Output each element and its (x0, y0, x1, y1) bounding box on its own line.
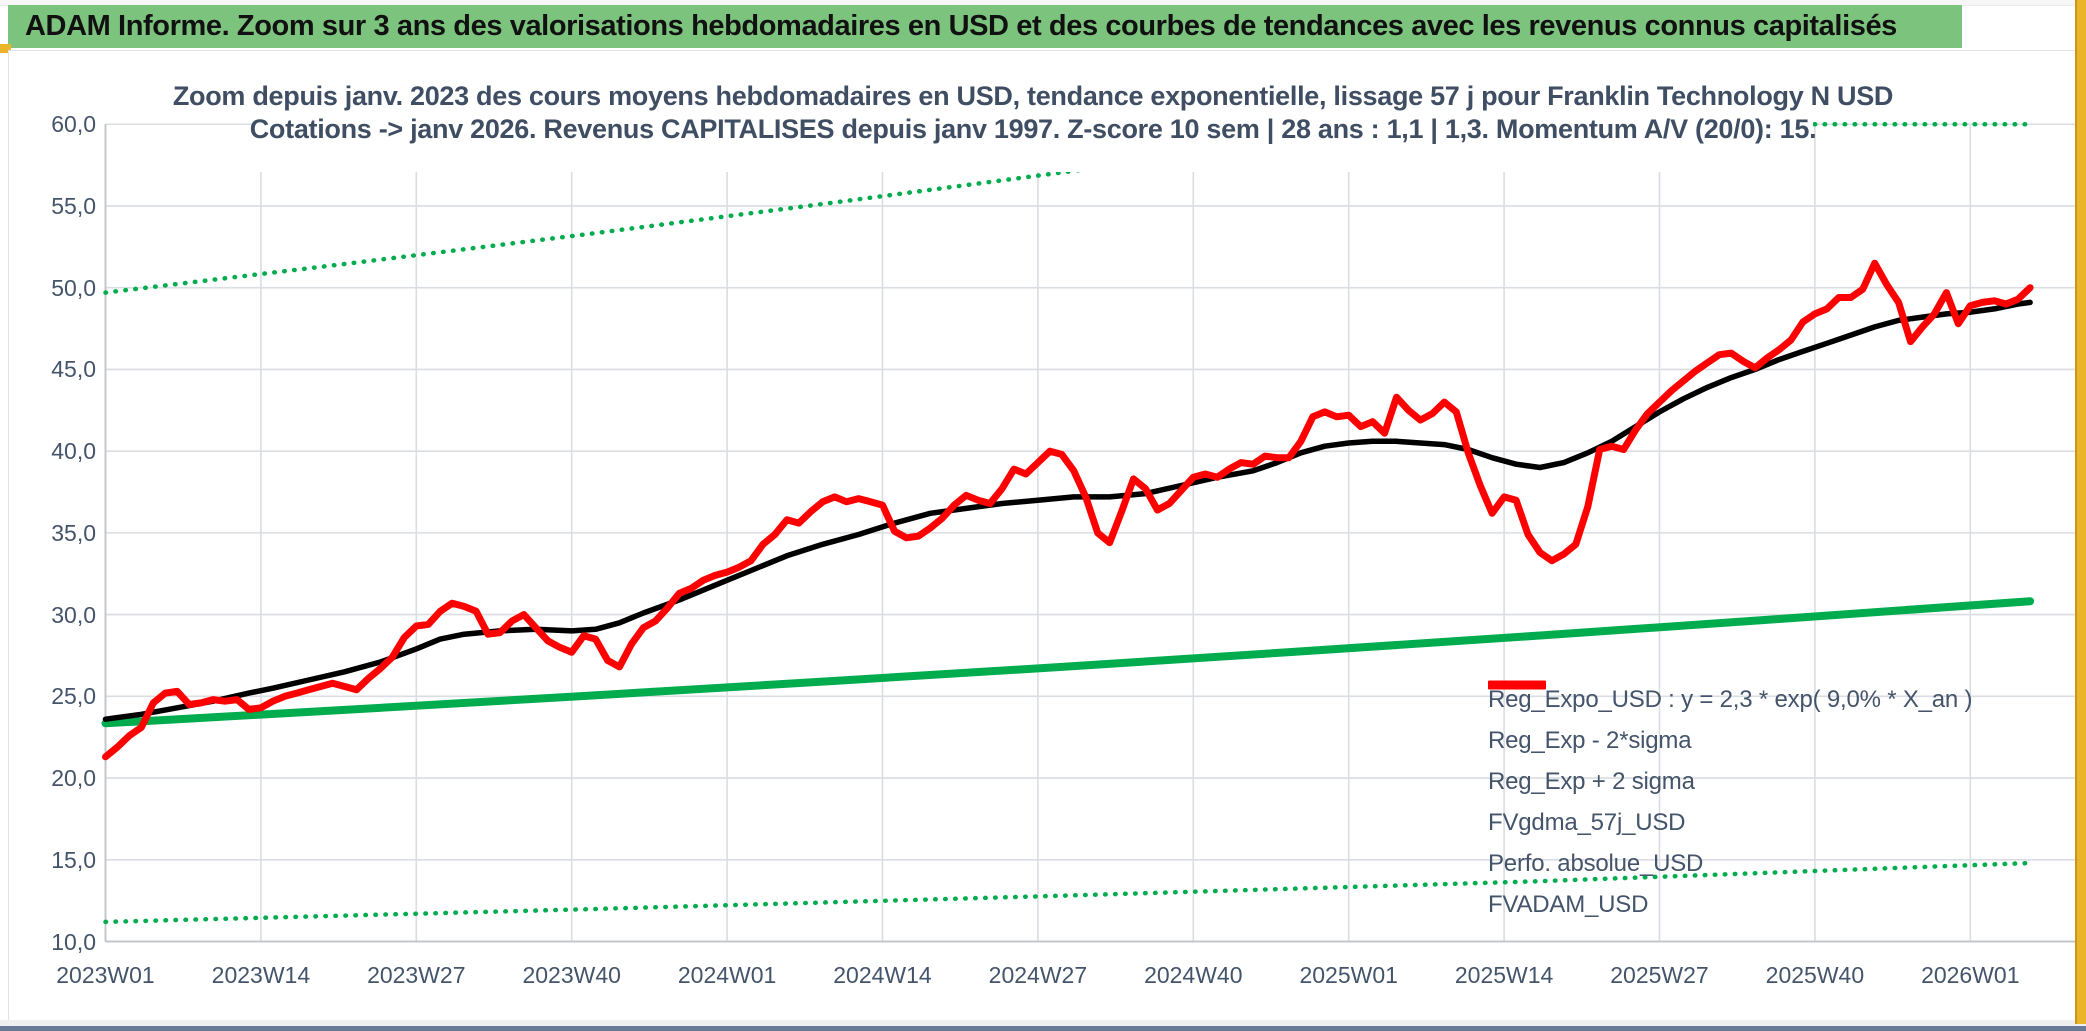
report-banner-title: ADAM Informe. Zoom sur 3 ans des valoris… (25, 10, 1897, 42)
legend-item[interactable]: Reg_Expo_USD : y = 2,3 * exp( 9,0% * X_a… (1488, 679, 1973, 720)
series-fvadam-usd[interactable] (102, 259, 2034, 761)
chart-title-line1: Zoom depuis janv. 2023 des cours moyens … (172, 81, 1894, 111)
legend-item[interactable]: Perfo. absolue_USD (1488, 683, 1972, 884)
x-tick-label: 2023W27 (367, 962, 466, 988)
series-reg-expo-usd-y-2-3-exp-9-0-x-an-[interactable] (101, 597, 2035, 728)
legend-swatch-solid-thick (1488, 680, 1546, 690)
legend[interactable]: Reg_Expo_USD : y = 2,3 * exp( 9,0% * X_a… (1488, 679, 1973, 925)
x-tick-label: 2024W01 (677, 962, 777, 988)
y-tick-label: 20,0 (51, 765, 96, 792)
x-tick-label: 2025W14 (1454, 962, 1554, 988)
legend-item[interactable]: Reg_Exp - 2*sigma (1488, 682, 1972, 761)
sheet-bottom-slate-bar (0, 1026, 2086, 1031)
x-tick-label: 2023W01 (56, 962, 155, 988)
y-tick-label: 15,0 (51, 846, 96, 873)
x-tick-label: 2024W40 (1144, 962, 1243, 988)
gold-accent-chip (0, 44, 11, 53)
legend-item[interactable]: Reg_Exp + 2 sigma (1488, 682, 1972, 802)
y-tick-label: 45,0 (51, 356, 96, 383)
series-fvgdma-57j-usd[interactable] (102, 299, 2033, 722)
x-tick-label: 2023W40 (522, 962, 621, 988)
data-series[interactable] (101, 122, 2035, 925)
legend-label: Reg_Exp - 2*sigma (1488, 726, 1692, 754)
sheet-right-scroll-strip[interactable] (2075, 0, 2086, 1024)
y-tick-label: 25,0 (51, 683, 96, 710)
series-reg-exp-2-sigma[interactable] (103, 122, 2033, 295)
chart-title-line2: Cotations -> janv 2026. Revenus CAPITALI… (249, 114, 1817, 144)
legend-label: Perfo. absolue_USD (1488, 849, 1704, 877)
x-tick-label: 2025W01 (1299, 962, 1398, 988)
legend-label: FVgdma_57j_USD (1488, 808, 1686, 836)
legend-item[interactable]: FVADAM_USD (1488, 680, 1972, 925)
x-tick-label: 2025W27 (1610, 962, 1709, 988)
legend-label: Reg_Expo_USD : y = 2,3 * exp( 9,0% * X_a… (1488, 685, 1973, 713)
series-reg-exp-2-sigma[interactable] (103, 860, 2033, 925)
y-tick-label: 35,0 (51, 519, 96, 546)
x-tick-label: 2024W14 (833, 962, 932, 988)
x-tick-label: 2025W40 (1765, 962, 1865, 988)
y-tick-label: 10,0 (51, 928, 96, 955)
y-tick-label: 30,0 (51, 601, 96, 628)
legend-item[interactable]: FVgdma_57j_USD (1488, 682, 1972, 843)
y-tick-label: 50,0 (51, 274, 96, 301)
report-banner-cell[interactable]: ADAM Informe. Zoom sur 3 ans des valoris… (8, 5, 1962, 48)
legend-label: Reg_Exp + 2 sigma (1488, 767, 1695, 795)
sheet-bottom-band (0, 1020, 2086, 1031)
chart-title[interactable]: Zoom depuis janv. 2023 des cours moyens … (173, 54, 1893, 172)
x-tick-label: 2024W27 (988, 962, 1088, 988)
legend-label: FVADAM_USD (1488, 890, 1649, 918)
y-tick-label: 60,0 (51, 111, 96, 138)
x-tick-label: 2026W01 (1921, 962, 2020, 988)
y-tick-label: 40,0 (51, 438, 96, 465)
y-tick-label: 55,0 (51, 192, 96, 219)
x-tick-label: 2023W14 (211, 962, 311, 988)
